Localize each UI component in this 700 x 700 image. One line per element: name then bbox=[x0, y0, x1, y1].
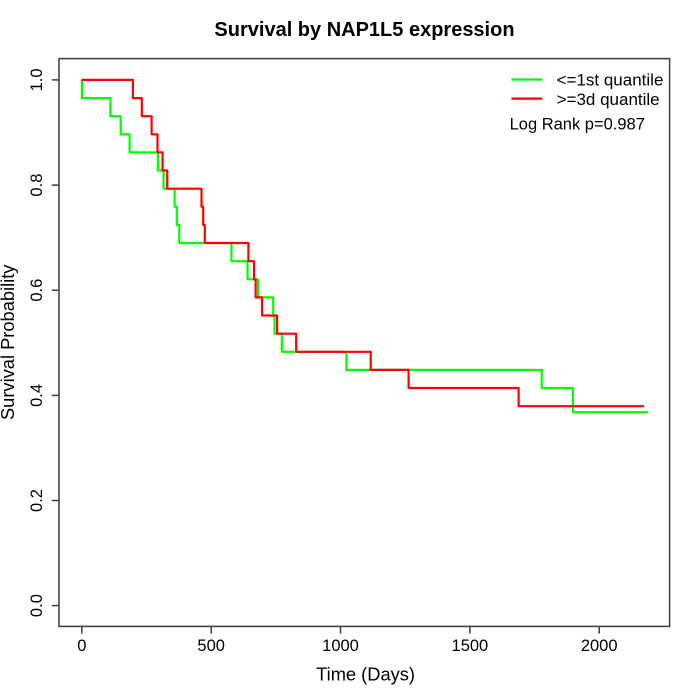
svg-text:<=1st quantile: <=1st quantile bbox=[557, 71, 664, 90]
svg-text:0.4: 0.4 bbox=[28, 384, 46, 407]
svg-text:1.0: 1.0 bbox=[28, 68, 46, 91]
svg-text:0.2: 0.2 bbox=[28, 489, 46, 512]
svg-text:0.8: 0.8 bbox=[28, 174, 46, 197]
svg-text:Survival by NAP1L5 expression: Survival by NAP1L5 expression bbox=[214, 19, 514, 41]
svg-text:Time (Days): Time (Days) bbox=[316, 663, 415, 684]
svg-text:Survival Probability: Survival Probability bbox=[0, 264, 18, 420]
svg-text:Log Rank p=0.987: Log Rank p=0.987 bbox=[510, 115, 645, 133]
svg-text:0.0: 0.0 bbox=[28, 594, 46, 617]
svg-text:2000: 2000 bbox=[581, 637, 618, 655]
svg-text:0.6: 0.6 bbox=[28, 279, 46, 302]
svg-text:0: 0 bbox=[77, 637, 86, 655]
svg-text:1500: 1500 bbox=[452, 637, 489, 655]
svg-text:500: 500 bbox=[197, 637, 225, 655]
svg-text:>=3d quantile: >=3d quantile bbox=[557, 90, 660, 109]
svg-text:1000: 1000 bbox=[322, 637, 359, 655]
